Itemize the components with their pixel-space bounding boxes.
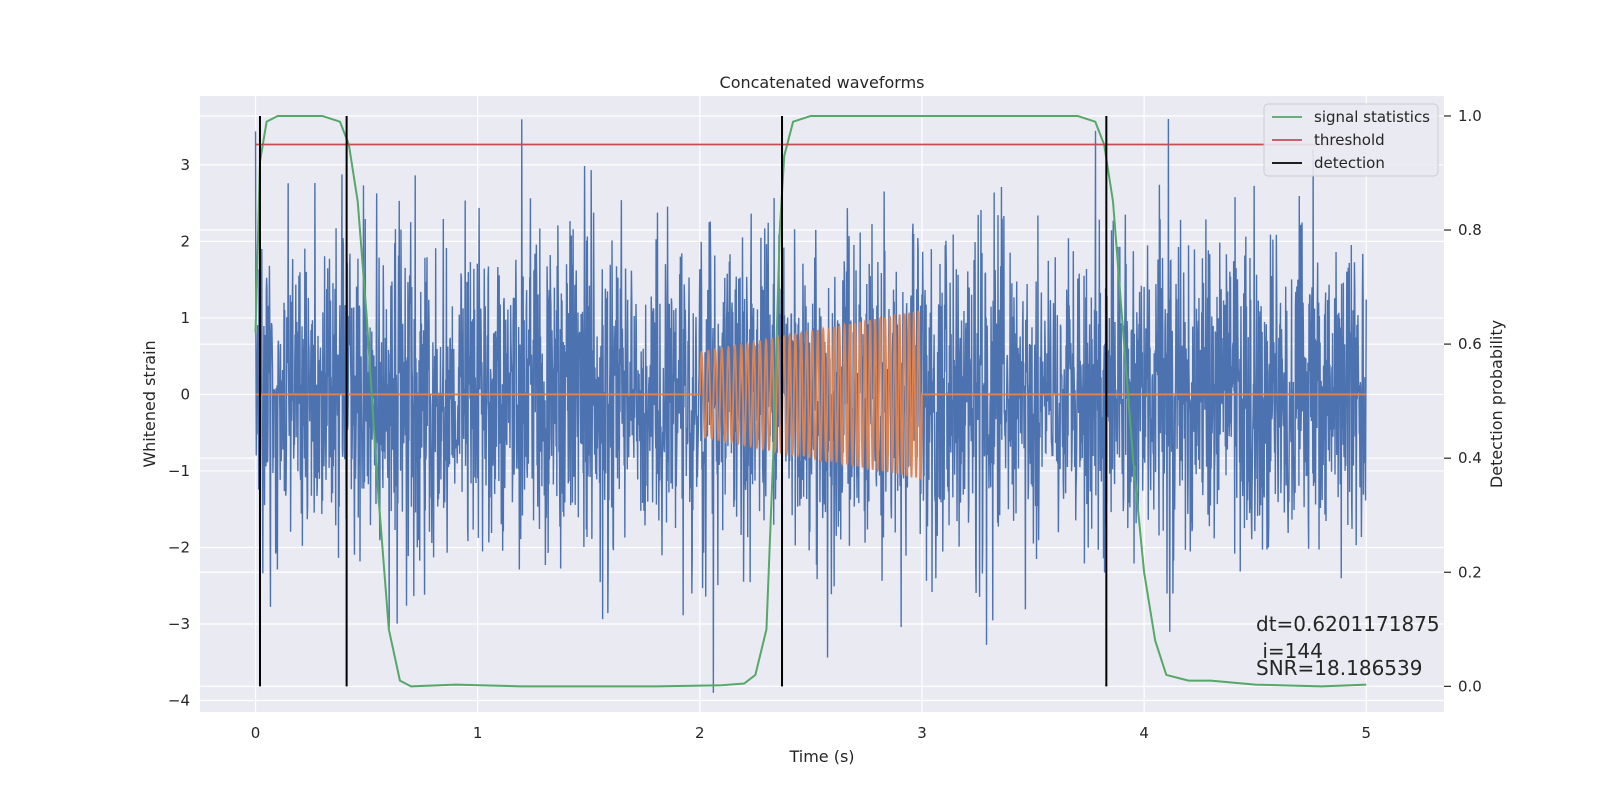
- y-tick-label: 2: [180, 232, 190, 250]
- x-tick-label: 3: [917, 724, 927, 742]
- plot-marks: [254, 114, 1367, 693]
- x-tick-label: 2: [695, 724, 705, 742]
- legend: signal statistics threshold detection: [1263, 103, 1439, 177]
- legend-entry-detection: detection: [1314, 154, 1385, 172]
- y-tick-label: 3: [180, 156, 190, 174]
- legend-entry-signal-statistics: signal statistics: [1314, 108, 1430, 126]
- chart-title: Concatenated waveforms: [720, 73, 925, 92]
- annotation-snr: SNR=18.186539: [1256, 656, 1422, 680]
- annotation-dt: dt=0.6201171875: [1256, 612, 1440, 636]
- y-tick-label: −4: [168, 692, 190, 710]
- x-axis-label: Time (s): [788, 747, 854, 766]
- y2-axis-label: Detection probability: [1487, 320, 1506, 488]
- legend-box: [1263, 103, 1439, 177]
- injection-trace-line: [255, 310, 1367, 482]
- x-tick-label: 5: [1361, 724, 1371, 742]
- signal-statistics-line: [254, 114, 1367, 688]
- y2-tick-label: 0.0: [1458, 677, 1482, 695]
- y2-tick-label: 0.6: [1458, 335, 1482, 353]
- y2-tick-label: 0.8: [1458, 221, 1482, 239]
- legend-entry-threshold: threshold: [1314, 131, 1385, 149]
- annotation: dt=0.6201171875 i=144 SNR=18.186539: [1256, 612, 1440, 680]
- y-tick-label: 1: [180, 309, 190, 327]
- annotation-i: i=144: [1256, 639, 1323, 663]
- y-axis-label: Whitened strain: [140, 340, 159, 467]
- x-tick-label: 4: [1139, 724, 1149, 742]
- y-tick-label: −3: [168, 615, 190, 633]
- x-tick-label: 1: [473, 724, 483, 742]
- y2-tick-label: 1.0: [1458, 107, 1482, 125]
- ticks: 0 1 2 3 4 5 −4 −3 −2 −1 0 1 2 3 0.0 0.2 0.4 0.6 0.8 1.0: [168, 107, 1482, 742]
- y-tick-label: 0: [180, 385, 190, 403]
- y2-tick-label: 0.4: [1458, 449, 1482, 467]
- y-tick-label: −2: [168, 538, 190, 556]
- x-tick-label: 0: [251, 724, 261, 742]
- y-tick-label: −1: [168, 462, 190, 480]
- y2-tick-label: 0.2: [1458, 563, 1482, 581]
